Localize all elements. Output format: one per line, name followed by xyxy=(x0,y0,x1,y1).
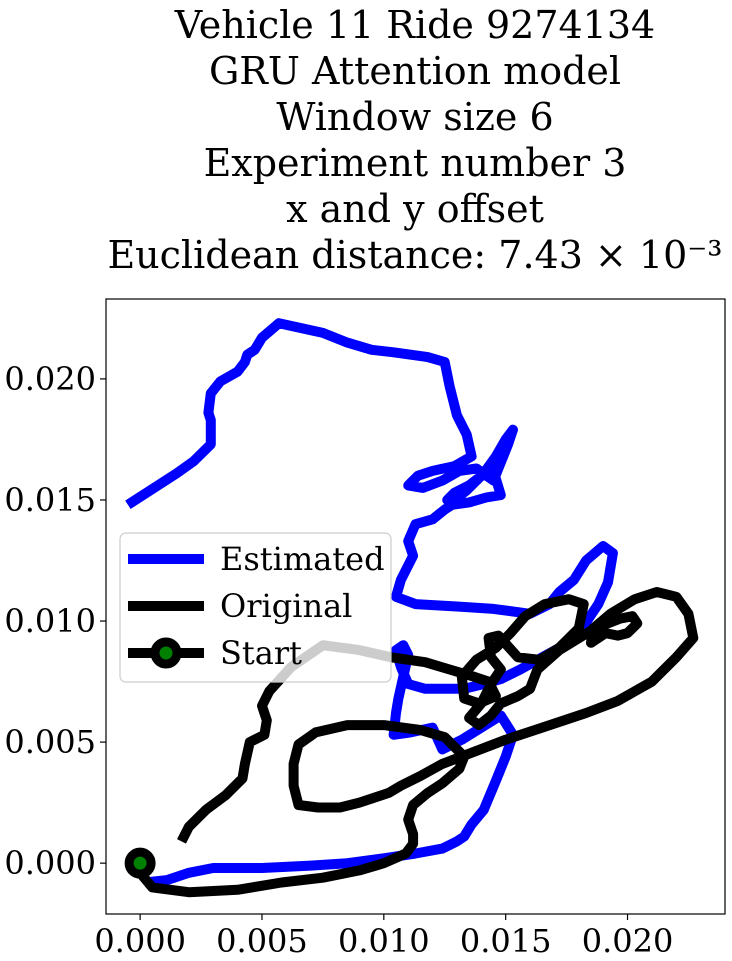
title-line-1: Vehicle 11 Ride 9274134 xyxy=(174,3,656,47)
x-tick-label: 0.000 xyxy=(94,922,186,960)
series-line-original xyxy=(135,587,699,898)
x-tick-label: 0.015 xyxy=(460,922,552,960)
x-tick-label: 0.020 xyxy=(582,922,674,960)
chart-title: Vehicle 11 Ride 9274134 GRU Attention mo… xyxy=(0,2,732,278)
title-line-4: Experiment number 3 xyxy=(203,141,627,185)
y-tick-label: 0.020 xyxy=(4,360,96,398)
legend-label-estimated: Estimated xyxy=(220,540,385,578)
start-marker xyxy=(124,847,156,879)
title-line-2: GRU Attention model xyxy=(208,49,622,93)
y-tick-label: 0.010 xyxy=(4,602,96,640)
title-line-3: Window size 6 xyxy=(276,95,554,139)
y-tick-label: 0.015 xyxy=(4,481,96,519)
legend-label-start: Start xyxy=(220,634,302,672)
x-tick-label: 0.010 xyxy=(338,922,430,960)
y-tick-label: 0.005 xyxy=(4,723,96,761)
title-line-6: Euclidean distance: 7.43 × 10⁻³ xyxy=(107,233,723,277)
legend-box xyxy=(119,532,392,683)
y-tick-label: 0.000 xyxy=(4,844,96,882)
title-line-5: x and y offset xyxy=(286,187,544,231)
legend-label-original: Original xyxy=(220,587,352,625)
plot-frame xyxy=(105,298,726,915)
x-tick-label: 0.005 xyxy=(216,922,308,960)
legend: Estimated Original Start xyxy=(119,532,392,683)
legend-start-marker xyxy=(150,637,182,669)
